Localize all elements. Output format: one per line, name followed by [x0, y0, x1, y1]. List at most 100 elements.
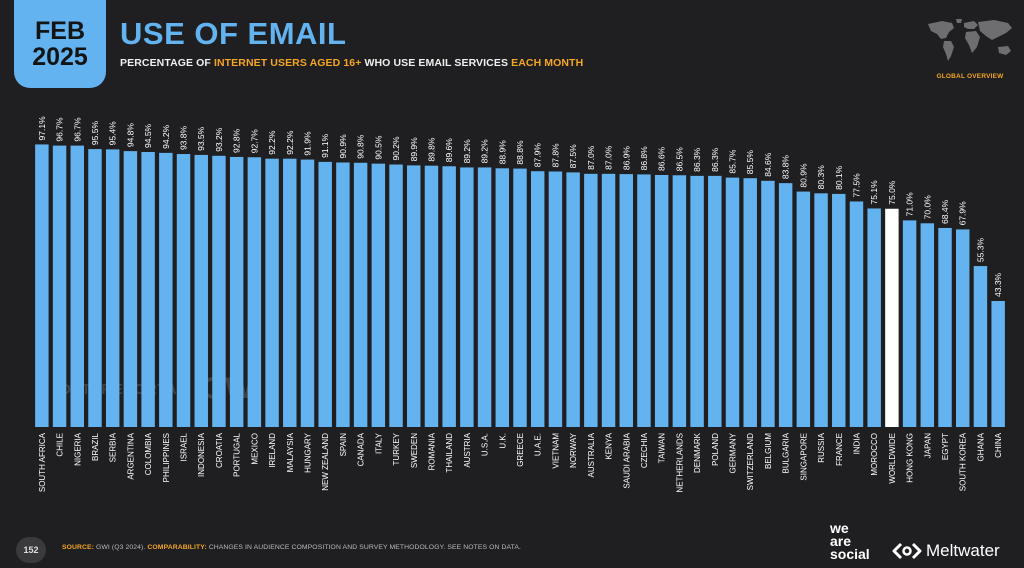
map-label: GLOBAL OVERVIEW	[936, 73, 1004, 80]
date-badge: FEB 2025	[14, 0, 106, 88]
bar-kenya	[601, 173, 616, 427]
value-label: 97.1%	[37, 116, 47, 141]
value-label: 92.7%	[249, 129, 259, 154]
category-label: SWITZERLAND	[746, 433, 755, 491]
bar-croatia	[212, 155, 226, 427]
source-text: GWI (Q3 2024).	[94, 544, 148, 551]
bar-thailand	[442, 166, 456, 427]
category-label: AUSTRIA	[463, 432, 472, 467]
value-label: 80.3%	[816, 165, 826, 190]
bar-vietnam	[548, 171, 563, 427]
bar-australia	[584, 173, 598, 427]
bar-south-africa	[35, 144, 49, 427]
category-labels-group: SOUTH AFRICA CHILE NIGERIA BRAZIL SERBIA ARGE…	[38, 432, 1003, 492]
bar-philippines	[159, 152, 173, 427]
category-label: DENMARK	[693, 432, 702, 473]
meltwater-icon	[892, 542, 922, 560]
category-label: VIETNAM	[551, 433, 560, 469]
bar-france	[832, 193, 846, 427]
subtitle-part1: PERCENTAGE OF	[120, 57, 214, 69]
value-label: 92.2%	[267, 130, 277, 155]
bar-portugal	[229, 156, 244, 427]
bar-morocco	[867, 208, 881, 427]
value-label: 94.5%	[143, 123, 153, 148]
value-label: 89.9%	[409, 137, 419, 162]
category-label: CHILE	[56, 433, 65, 457]
bar-argentina	[123, 151, 138, 427]
bar-czechia	[637, 174, 651, 427]
bar-poland	[708, 175, 722, 427]
bar-switzerland	[743, 178, 757, 427]
bar-netherlands	[672, 175, 687, 427]
value-label: 80.9%	[798, 163, 808, 188]
category-label: THAILAND	[445, 433, 454, 473]
value-label: 89.6%	[444, 138, 454, 163]
bar-ireland	[265, 158, 279, 427]
category-label: SOUTH AFRICA	[38, 432, 47, 492]
value-label: 94.8%	[125, 123, 135, 148]
category-label: BRAZIL	[91, 432, 100, 461]
bar-u-a-e-	[530, 171, 545, 427]
value-label: 87.9%	[533, 143, 543, 168]
bars-group	[35, 144, 1005, 428]
bar-germany	[725, 177, 740, 427]
value-label: 85.5%	[745, 150, 755, 175]
value-label: 91.9%	[302, 131, 312, 156]
category-label: U.A.E.	[534, 433, 543, 456]
category-label: U.K.	[498, 433, 507, 449]
bar-mexico	[247, 157, 262, 428]
category-label: TURKEY	[392, 432, 401, 465]
value-label: 55.3%	[975, 238, 985, 263]
category-label: EGYPT	[941, 433, 950, 460]
bar-nigeria	[70, 145, 84, 427]
bar-u-s-a-	[477, 167, 492, 427]
bar-russia	[814, 193, 828, 427]
bar-denmark	[690, 175, 704, 427]
category-label: NORWAY	[569, 432, 578, 468]
bar-worldwide	[885, 208, 899, 427]
value-label: 86.6%	[657, 146, 667, 171]
category-label: GREECE	[516, 433, 525, 467]
value-label: 90.2%	[391, 136, 401, 161]
value-label: 86.5%	[674, 147, 684, 172]
subtitle-highlight2: EACH MONTH	[511, 57, 584, 69]
category-label: NETHERLANDS	[675, 433, 684, 493]
value-label: 67.9%	[958, 201, 968, 226]
category-label: NIGERIA	[73, 432, 82, 466]
value-label: 93.2%	[214, 127, 224, 152]
value-label: 88.9%	[497, 140, 507, 165]
category-label: NEW ZEALAND	[321, 433, 330, 491]
category-label: BELGIUM	[764, 433, 773, 469]
category-label: PHILIPPINES	[162, 433, 171, 482]
value-label: 90.8%	[356, 134, 366, 159]
bar-austria	[460, 167, 474, 427]
value-label: 94.2%	[161, 124, 171, 149]
category-label: ROMANIA	[427, 432, 436, 470]
bar-spain	[336, 162, 350, 428]
bar-serbia	[105, 149, 120, 427]
subtitle-highlight1: INTERNET USERS AGED 16+	[213, 57, 362, 69]
page-title: USE OF EMAIL	[120, 16, 347, 51]
page-subtitle: PERCENTAGE OF INTERNET USERS AGED 16+ WH…	[120, 57, 583, 69]
category-label: COLOMBIA	[144, 432, 153, 475]
bar-bulgaria	[778, 183, 793, 427]
category-label: CANADA	[357, 432, 366, 466]
bar-greece	[513, 168, 527, 427]
category-label: AUSTRALIA	[587, 432, 596, 477]
category-label: CHINA	[994, 432, 1003, 458]
category-label: SINGAPORE	[799, 433, 808, 481]
category-label: SAUDI ARABIA	[622, 432, 631, 488]
value-label: 86.8%	[639, 146, 649, 171]
category-label: MALAYSIA	[286, 432, 295, 472]
bar-china	[991, 301, 1005, 427]
category-label: POLAND	[711, 433, 720, 466]
value-label: 83.8%	[781, 155, 791, 180]
value-label: 96.7%	[72, 117, 82, 142]
value-label: 77.5%	[851, 173, 861, 198]
bar-colombia	[141, 152, 155, 427]
badge-month: FEB	[35, 17, 85, 45]
bar-ghana	[973, 266, 988, 427]
category-label: WORLDWIDE	[888, 433, 897, 484]
category-label: SOUTH KOREA	[959, 432, 968, 491]
bar-turkey	[389, 164, 403, 427]
